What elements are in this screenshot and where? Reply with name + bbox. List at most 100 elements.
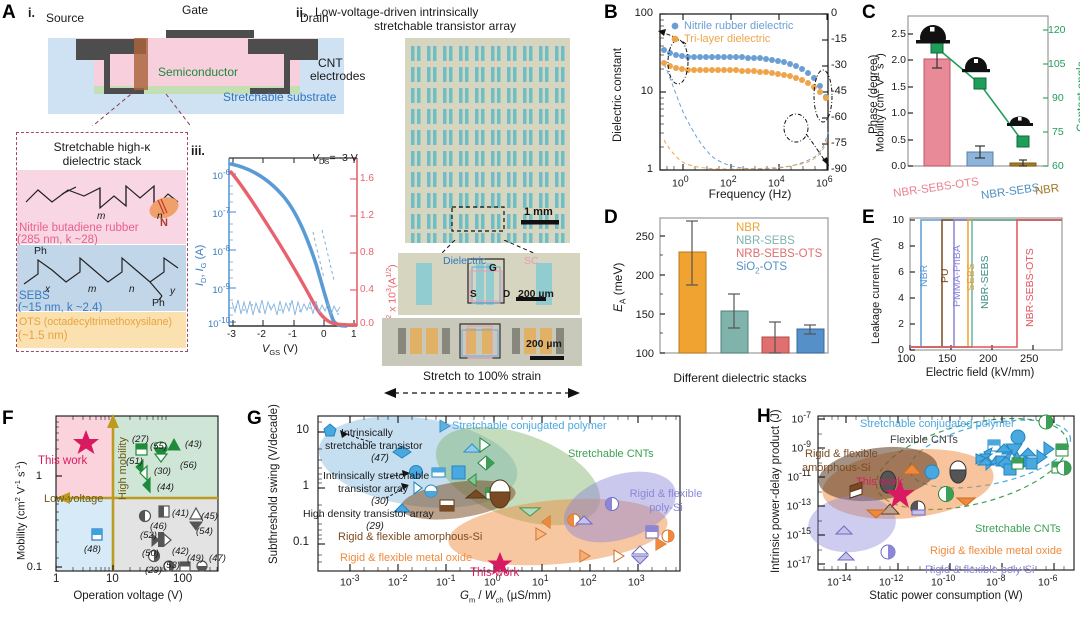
tick-C-yr-120: 120 xyxy=(1048,24,1066,36)
cat-C-nbr: NBR xyxy=(1034,182,1060,198)
tick-B-x-1e4: 104 xyxy=(768,174,785,190)
axis-label-subthreshold-swing: Subthreshold swing (V/decade) xyxy=(268,404,280,564)
tick-x-0: 0 xyxy=(321,329,327,340)
nbr-name-label: Nitrile butadiene rubber xyxy=(19,222,139,234)
annot-G-arr-2: transistor array xyxy=(338,483,409,495)
label-electrodes: electrodes xyxy=(310,69,366,83)
group-label-H-amorphous-2: amorphous-Si xyxy=(802,462,871,474)
ref-F-44: (44) xyxy=(157,482,174,493)
tick-H-y-1e-11: 10-11 xyxy=(787,468,811,484)
axis-label-static-power: Static power consumption (W) xyxy=(869,590,1023,602)
tick-H-x-1e-14: 10-14 xyxy=(827,573,852,589)
group-label-G-polysi-2: poly-Si xyxy=(649,502,683,514)
subthreshold-swing-scatter xyxy=(317,415,681,575)
activation-energy-chart xyxy=(659,217,829,354)
tick-H-y-1e-7: 10-7 xyxy=(791,410,811,426)
stack-layer-ots xyxy=(17,312,187,348)
tick-yr-0.0: 0.0 xyxy=(360,318,374,329)
array-title-line2: stretchable transistor array xyxy=(373,19,517,33)
ref-F-54: (54) xyxy=(196,526,213,537)
sebs-spec-label: (~15 nm, k ~2.4) xyxy=(18,302,103,314)
tick-yr-0.8: 0.8 xyxy=(360,247,374,258)
label-semiconductor: Semiconductor xyxy=(158,65,239,79)
group-label-G-conjugated: Stretchable conjugated polymer xyxy=(452,420,607,432)
panel-A-sub-iii: iii. xyxy=(191,144,205,158)
legend-B-trilayer: Tri-layer dielectric xyxy=(684,33,771,45)
tick-C-y-0.5: 0.5 xyxy=(891,134,906,146)
label-source: Source xyxy=(46,11,85,25)
array-title-line1: Low-voltage-driven intrinsically xyxy=(315,5,479,19)
group-label-G-amorphous: Rigid & flexible amorphous-Si xyxy=(338,531,483,543)
quadrant-label-high-mobility: High mobility xyxy=(117,437,129,500)
tick-B-y-100: 100 xyxy=(634,7,653,19)
nbr-subscript-n: n xyxy=(157,211,163,222)
sebs-name-label: SEBS xyxy=(19,290,50,302)
axis-label-dielectric-stacks: Different dielectric stacks xyxy=(673,371,807,385)
tick-E-x-200: 200 xyxy=(979,353,998,365)
annot-G-intr-1: Intrinsically xyxy=(341,427,393,439)
stretch-arrow xyxy=(384,388,580,398)
tick-E-x-100: 100 xyxy=(897,353,916,365)
nbr-subscript-m: m xyxy=(97,211,106,222)
ref-F-47: (47) xyxy=(209,553,226,564)
annotation-vds: VDS= -3 V xyxy=(312,152,358,167)
tick-E-y-6: 6 xyxy=(898,266,904,278)
tick-H-y-1e-17: 10-17 xyxy=(786,555,811,571)
tick-yl-1e-8: 10-8 xyxy=(212,244,230,259)
tick-x-neg2: -2 xyxy=(257,329,266,340)
tick-yl-1e-9: 10-9 xyxy=(212,282,230,297)
tick-H-x-1e-12: 10-12 xyxy=(879,573,904,589)
annot-G-ref-47: (47) xyxy=(371,453,389,464)
series-label-E-pmma-pnba: PMMA-PnBA xyxy=(951,245,963,307)
tick-F-x-1: 1 xyxy=(53,573,60,585)
sebs-polymer-structure xyxy=(23,256,179,300)
tick-B-yr-0: 0 xyxy=(831,7,838,19)
device-cross-section-schematic xyxy=(48,30,344,126)
group-label-G-polysi-1: Rigid & flexible xyxy=(629,488,703,500)
legend-D-nrb-sebs-ots: NRB-SEBS-OTS xyxy=(736,248,823,260)
mobility-contact-angle-chart xyxy=(907,15,1049,167)
ref-F-27: (27) xyxy=(132,434,149,445)
panel-label-B: B xyxy=(604,2,618,23)
panel-A-sub-i: i. xyxy=(28,6,35,20)
panel-label-G: G xyxy=(247,408,262,429)
legend-B-nitrile: Nitrile rubber dielectric xyxy=(684,20,794,32)
tick-B-y-10: 10 xyxy=(640,85,653,97)
tick-B-yr-n90: -90 xyxy=(831,163,847,175)
axis-label-power-delay: Intrinsic power-delay product (J) xyxy=(770,409,782,573)
tick-E-x-150: 150 xyxy=(938,353,957,365)
micrograph-label-sc: SC xyxy=(524,255,539,267)
series-label-E-nbr: NBR xyxy=(918,264,930,287)
axis-label-id-ig: ID, IG (A) xyxy=(194,244,209,286)
tick-F-y-1: 1 xyxy=(35,470,42,482)
tick-yl-1e-6: 10-6 xyxy=(212,168,230,183)
this-work-label-G: This work xyxy=(470,567,520,579)
tick-E-x-250: 250 xyxy=(1020,353,1039,365)
ref-F-42: (42) xyxy=(172,546,189,557)
tick-B-x-1e2: 102 xyxy=(720,174,737,190)
tick-x-1: 1 xyxy=(351,329,357,340)
series-label-E-nbr-sebs-ots: NBR-SEBS-OTS xyxy=(1024,248,1036,327)
axis-label-dielectric-constant: Dielectric constant xyxy=(612,48,624,142)
tick-E-y-4: 4 xyxy=(898,292,904,304)
tick-G-y-10: 10 xyxy=(296,424,309,436)
tick-G-y-0.1: 0.1 xyxy=(293,536,309,548)
panel-label-A: A xyxy=(2,2,16,23)
annot-G-ref-29: (29) xyxy=(366,521,384,532)
group-label-H-stretch-cnts: Stretchable CNTs xyxy=(975,523,1061,535)
cat-C-nbr-sebs: NBR-SEBS xyxy=(980,181,1041,203)
stretch-caption: Stretch to 100% strain xyxy=(422,369,542,383)
ref-F-48: (48) xyxy=(84,544,101,555)
nbr-atom-N: N xyxy=(160,217,168,229)
ots-spec-label: (~1.5 nm) xyxy=(18,330,68,342)
legend-D-nbr-sebs: NBR-SEBS xyxy=(736,235,795,247)
nbr-spec-label: (285 nm, k ~28) xyxy=(17,234,98,246)
panel-label-H: H xyxy=(757,406,771,427)
tick-x-neg1: -1 xyxy=(288,329,297,340)
tick-B-x-1e6: 106 xyxy=(816,174,833,190)
legend-D-sio2-ots: SiO2-OTS xyxy=(736,261,788,276)
tick-H-x-1e-6: 10-6 xyxy=(1038,573,1058,589)
stretched-device-micrograph xyxy=(382,318,582,366)
tick-E-y-10: 10 xyxy=(892,214,904,226)
